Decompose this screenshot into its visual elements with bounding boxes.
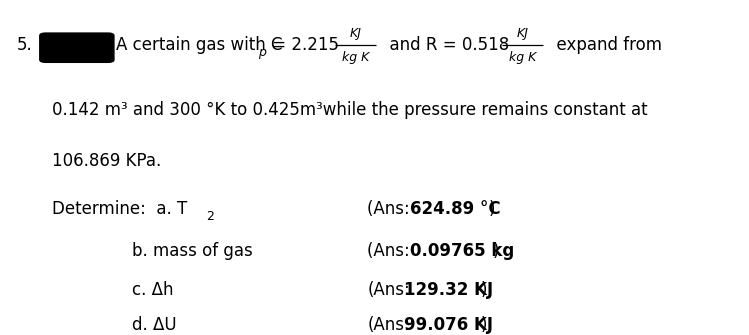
Text: ): ) [481,281,488,299]
Text: kg K: kg K [342,51,369,64]
Text: 2: 2 [206,210,213,223]
Circle shape [40,42,67,54]
Text: c. Δh: c. Δh [133,281,174,299]
Text: (Ans:: (Ans: [367,281,410,299]
Text: p: p [258,46,267,59]
Text: 129.32 KJ: 129.32 KJ [404,281,493,299]
Text: ): ) [488,200,495,218]
FancyBboxPatch shape [40,33,114,62]
Circle shape [69,41,93,51]
Text: 5.: 5. [16,36,32,54]
Text: kg K: kg K [509,51,536,64]
Text: (Ans:: (Ans: [367,316,410,334]
Text: A certain gas with C: A certain gas with C [116,36,282,54]
Text: and R = 0.518: and R = 0.518 [379,36,515,54]
Text: 99.076 KJ: 99.076 KJ [404,316,493,334]
Text: 0.09765 kg: 0.09765 kg [410,242,514,260]
Text: expand from: expand from [546,36,662,54]
Text: 106.869 KPa.: 106.869 KPa. [52,152,161,170]
Text: d. ΔU: d. ΔU [133,316,177,334]
Text: 624.89 °C: 624.89 °C [410,200,500,218]
Text: (Ans:: (Ans: [367,242,415,260]
Text: KJ: KJ [517,26,529,40]
Text: Determine:  a. T: Determine: a. T [52,200,187,218]
Text: b. mass of gas: b. mass of gas [133,242,253,260]
Text: = 2.215: = 2.215 [267,36,345,54]
Text: 0.142 m³ and 300 °K to 0.425m³while the pressure remains constant at: 0.142 m³ and 300 °K to 0.425m³while the … [52,100,647,119]
Text: ): ) [493,242,499,260]
Text: (Ans:: (Ans: [367,200,415,218]
Text: KJ: KJ [350,26,362,40]
Text: ): ) [481,316,488,334]
Circle shape [91,45,112,54]
